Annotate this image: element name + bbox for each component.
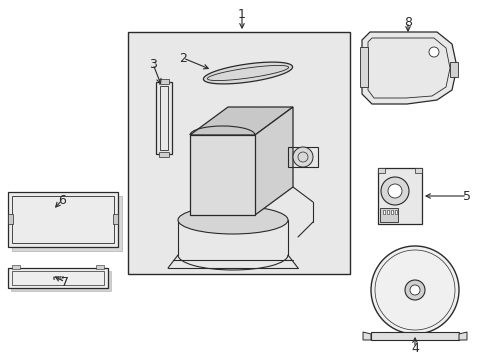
Bar <box>159 152 169 157</box>
Circle shape <box>409 285 419 295</box>
Polygon shape <box>362 332 370 340</box>
Bar <box>382 210 384 214</box>
Circle shape <box>404 280 424 300</box>
Text: 3: 3 <box>149 58 157 71</box>
Polygon shape <box>254 107 292 215</box>
Circle shape <box>370 246 458 334</box>
Bar <box>359 47 367 87</box>
Circle shape <box>428 47 438 57</box>
Circle shape <box>292 147 312 167</box>
Polygon shape <box>190 135 254 215</box>
Circle shape <box>387 184 401 198</box>
Text: 8: 8 <box>403 15 411 28</box>
Circle shape <box>380 177 408 205</box>
Text: 2: 2 <box>179 51 186 64</box>
Polygon shape <box>203 62 292 84</box>
Text: 7: 7 <box>61 275 69 288</box>
Text: 4: 4 <box>410 342 418 355</box>
Bar <box>12 265 20 269</box>
Bar <box>449 62 457 77</box>
Bar <box>386 210 388 214</box>
Polygon shape <box>11 271 111 291</box>
Bar <box>96 265 104 269</box>
Polygon shape <box>361 32 456 104</box>
Polygon shape <box>190 107 292 135</box>
Text: 1: 1 <box>238 9 245 22</box>
Polygon shape <box>458 332 466 340</box>
Bar <box>414 168 421 173</box>
Polygon shape <box>12 196 122 251</box>
Bar <box>379 208 397 222</box>
Polygon shape <box>160 86 168 150</box>
Bar <box>12 196 114 243</box>
Bar <box>394 210 396 214</box>
Bar <box>8 268 108 288</box>
Ellipse shape <box>178 206 287 234</box>
Bar <box>8 192 118 247</box>
Text: 6: 6 <box>58 194 66 207</box>
Bar <box>128 32 349 274</box>
Bar <box>390 210 392 214</box>
Bar <box>370 332 458 340</box>
Polygon shape <box>377 168 421 224</box>
Bar <box>113 214 118 224</box>
Text: ⬆ UP: ⬆ UP <box>52 275 64 280</box>
Bar <box>159 79 169 84</box>
Polygon shape <box>207 66 288 81</box>
Polygon shape <box>367 38 449 98</box>
Text: 5: 5 <box>462 189 470 202</box>
Bar <box>12 271 104 285</box>
Bar <box>8 214 13 224</box>
Bar <box>377 168 384 173</box>
